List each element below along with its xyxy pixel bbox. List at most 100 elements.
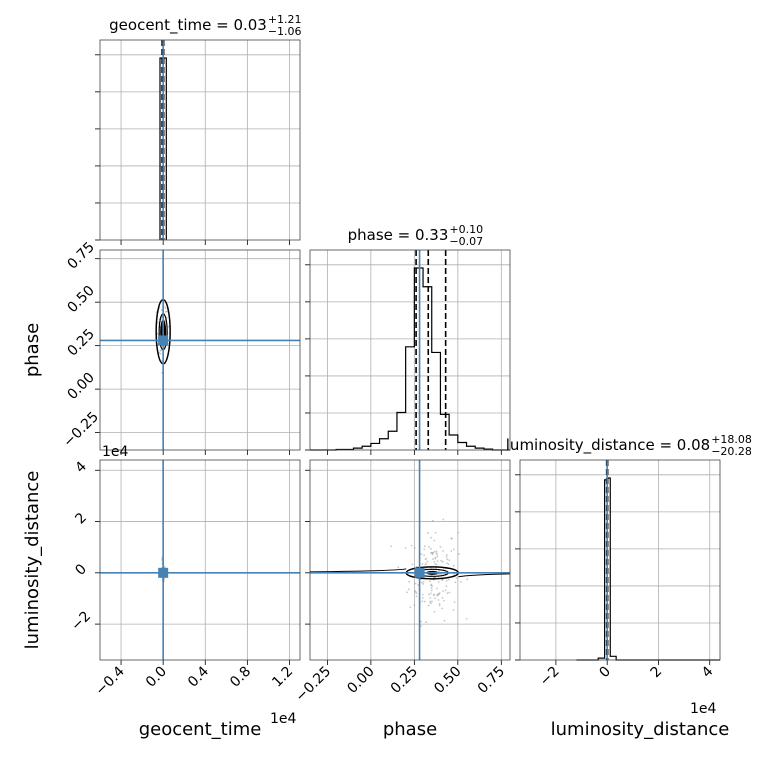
scatter-point <box>437 599 440 601</box>
scatter-point <box>430 586 433 589</box>
scatter-point <box>448 559 451 562</box>
scatter-point <box>434 562 437 565</box>
scatter-point <box>457 552 460 555</box>
scatter-point <box>427 532 429 534</box>
panel-title-geocent_time: geocent_time = 0.03 <box>109 16 267 35</box>
scatter-point <box>422 582 425 585</box>
title-value: phase = 0.33 <box>348 226 449 244</box>
x-tick-label: 0 <box>596 664 614 682</box>
scatter-point <box>423 554 425 557</box>
scatter-point <box>423 545 426 548</box>
x-tick-label: −0.25 <box>293 664 335 706</box>
scatter-point <box>163 566 166 569</box>
scatter-point <box>442 518 445 521</box>
scatter-point <box>421 593 424 596</box>
scatter-point <box>447 563 450 565</box>
histogram-luminosity_distance <box>576 477 720 661</box>
y-tick-label: 0 <box>72 561 90 579</box>
scatter-point <box>444 589 447 592</box>
scatter-point <box>433 560 436 563</box>
scatter-point <box>434 531 437 534</box>
scatter-point <box>435 567 437 570</box>
x-tick-label: 1.2 <box>269 664 296 691</box>
scatter-point <box>452 564 455 567</box>
x-axis-label-geocent_time: geocent_time <box>139 719 262 740</box>
scatter-point <box>159 349 162 352</box>
x-scale-label-geocent_time: 1e4 <box>270 711 297 727</box>
y-tick-label: 0.50 <box>64 283 97 316</box>
scatter-point <box>425 621 427 623</box>
scatter-point <box>438 573 440 575</box>
panel-frame <box>309 249 511 451</box>
scatter-point <box>438 604 441 607</box>
scatter-point <box>425 557 428 560</box>
scatter-point <box>431 585 434 587</box>
x-axis-label-phase: phase <box>383 719 437 740</box>
scatter-point <box>453 601 456 604</box>
x-tick-label: 0.8 <box>227 664 254 691</box>
truth-marker <box>414 567 425 578</box>
scatter-point <box>436 587 438 590</box>
scatter-point <box>421 563 424 566</box>
contour-tail <box>458 573 511 578</box>
hist-panel-geocent_time: geocent_time = 0.03 +1.21−1.06 <box>95 13 302 245</box>
scatter-point <box>430 589 433 592</box>
scatter-point <box>426 560 429 563</box>
y-axis-label-luminosity_distance: luminosity_distance <box>22 471 43 650</box>
scatter-point <box>436 560 439 562</box>
scatter-point <box>430 551 432 554</box>
x-tick-label: 0.50 <box>431 664 464 697</box>
title-upper-error: +0.10 <box>449 223 483 236</box>
x-axis-label-luminosity_distance: luminosity_distance <box>551 719 730 740</box>
scatter-point <box>160 309 163 311</box>
scatter-point <box>450 537 453 540</box>
scatter-point <box>406 591 408 594</box>
scatter-point <box>430 592 432 595</box>
scatter-point <box>430 583 433 586</box>
x-tick-label: 0.4 <box>185 663 212 690</box>
scatter-point <box>459 580 462 583</box>
hist-panel-luminosity_distance: −2 0 2 4 luminosity_distance = 0.08 +18.08−20… <box>506 433 752 689</box>
y-axis-label-phase: phase <box>22 323 43 377</box>
y-tick-label: −2 <box>68 608 94 634</box>
scatter-point <box>438 602 441 605</box>
y-tick-label: 0.25 <box>64 326 97 359</box>
scatter-point <box>428 593 430 596</box>
title-lower-error: −1.06 <box>268 25 302 38</box>
scatter-point <box>452 608 455 611</box>
scatter-point <box>446 558 449 561</box>
scatter-point <box>423 548 426 551</box>
scatter-point <box>455 577 458 579</box>
scatter-point <box>441 579 443 582</box>
title-lower-error: −20.28 <box>711 445 752 458</box>
scatter-point <box>429 580 431 583</box>
scatter-point <box>441 560 444 563</box>
scatter-point <box>415 595 418 598</box>
scatter-point <box>421 597 424 599</box>
scatter-point <box>433 550 436 553</box>
scatter-point <box>452 548 455 551</box>
scatter-point <box>423 600 426 603</box>
scatter-point <box>410 544 413 547</box>
panel-frame <box>99 459 301 661</box>
scatter-point <box>465 617 468 620</box>
scatter-point <box>432 594 435 597</box>
panel-title-phase: phase = 0.33 <box>348 226 449 244</box>
scatter-point <box>429 597 432 599</box>
scatter-point <box>434 597 436 600</box>
scatter-point <box>413 546 416 549</box>
scatter-point <box>420 581 423 584</box>
scatter-point <box>409 606 412 609</box>
scatter-point <box>421 600 424 602</box>
scatter-point <box>429 602 432 605</box>
scatter-point <box>443 619 446 622</box>
scatter-point <box>445 562 448 565</box>
scatter-point <box>446 592 449 595</box>
scatter-point <box>158 351 161 354</box>
scatter-point <box>427 604 430 607</box>
scatter-point <box>445 579 448 582</box>
scatter-point <box>424 563 427 566</box>
scatter-point <box>407 588 410 591</box>
